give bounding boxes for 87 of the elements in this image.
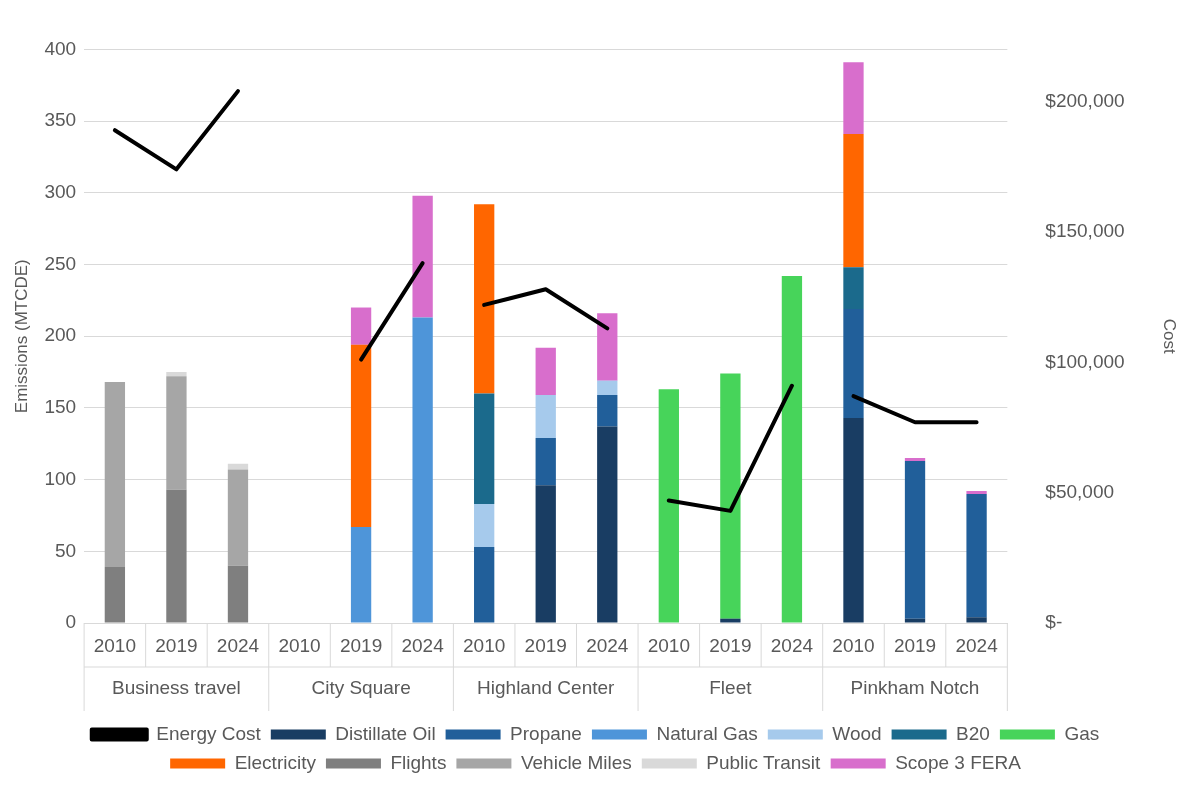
bar [966,491,987,494]
legend-label: Electricity [234,751,317,773]
bar [966,617,987,623]
bar [350,526,372,623]
y2-axis-title: Cost [1160,318,1180,354]
bar [781,275,803,623]
legend-label: B20 [956,722,990,744]
bar [843,267,864,309]
legend-label: Flights [390,751,447,773]
y-tick-label: 0 [65,611,77,633]
y-tick-label: 100 [44,467,77,489]
bar [535,347,556,395]
bar [904,460,926,619]
bar [166,372,187,377]
legend-label: Wood [832,722,882,744]
x-tick-label: 2010 [647,634,690,656]
y-tick-label: 150 [44,396,77,418]
bar [412,317,433,623]
bar [227,565,249,623]
x-tick-label: 2024 [955,634,999,656]
bar [412,195,433,318]
bar [843,417,864,623]
y-axis-title: Emissions (MTCDE) [11,259,31,414]
text: Pinkham Notch [850,677,980,699]
bar [720,373,741,619]
bar [843,308,864,418]
x-tick-label: 2024 [770,634,814,656]
x-tick-label: 2024 [216,634,260,656]
y2-tick-label: $150,000 [1045,220,1125,242]
y2-tick-label: $- [1045,611,1063,633]
y-tick-label: 250 [44,252,77,274]
x-tick-label: 2019 [524,634,567,656]
x-tick-label: 2019 [893,634,937,656]
y-tick-label: 350 [44,109,77,131]
bar [535,394,556,439]
text: Highland Center [477,677,616,699]
bar [658,389,679,623]
x-tick-label: 2024 [586,634,629,656]
bar [474,547,495,623]
bar [227,469,249,566]
bar [904,618,926,623]
x-tick-label: 2024 [401,634,445,656]
x-tick-label: 2010 [832,634,875,656]
bar [966,493,987,618]
bar [597,394,618,427]
legend-label: Propane [510,722,582,744]
y2-tick-label: $50,000 [1045,480,1115,502]
y2-tick-label: $200,000 [1045,89,1125,111]
legend-label: Vehicle Miles [520,751,632,773]
bar [474,204,495,394]
bar [843,134,864,268]
bar [720,618,741,623]
y-tick-label: 400 [44,37,77,59]
y-tick-label: 200 [44,324,77,346]
x-tick-label: 2019 [155,634,198,656]
legend-label: Public Transit [706,751,822,773]
text: Business travel [112,677,241,699]
legend-label: Gas [1064,722,1100,744]
bar [535,438,556,486]
bar [535,485,556,623]
x-tick-label: 2010 [463,634,506,656]
x-tick-label: 2010 [93,634,137,656]
bar [474,503,495,547]
legend-label: Scope 3 FERA [895,751,1022,773]
y2-tick-label: $100,000 [1045,350,1125,372]
bar [597,380,618,395]
bar [597,313,618,381]
bar [843,62,864,135]
y-tick-label: 300 [44,181,77,203]
bar [904,458,926,461]
x-tick-label: 2010 [278,634,321,656]
x-tick-label: 2019 [709,634,752,656]
bar [474,393,495,504]
legend-label: Energy Cost [156,722,262,744]
bar [166,489,187,623]
x-tick-label: 2019 [339,634,383,656]
y-tick-label: 50 [54,539,77,561]
bar [104,567,126,623]
bar [104,382,126,568]
bar [350,307,372,345]
text: City Square [311,677,411,699]
bar [597,426,618,623]
text: Fleet [709,677,753,699]
legend-label: Natural Gas [656,722,758,744]
bar [166,376,187,490]
bar [227,463,249,470]
legend-label: Distillate Oil [335,722,436,744]
